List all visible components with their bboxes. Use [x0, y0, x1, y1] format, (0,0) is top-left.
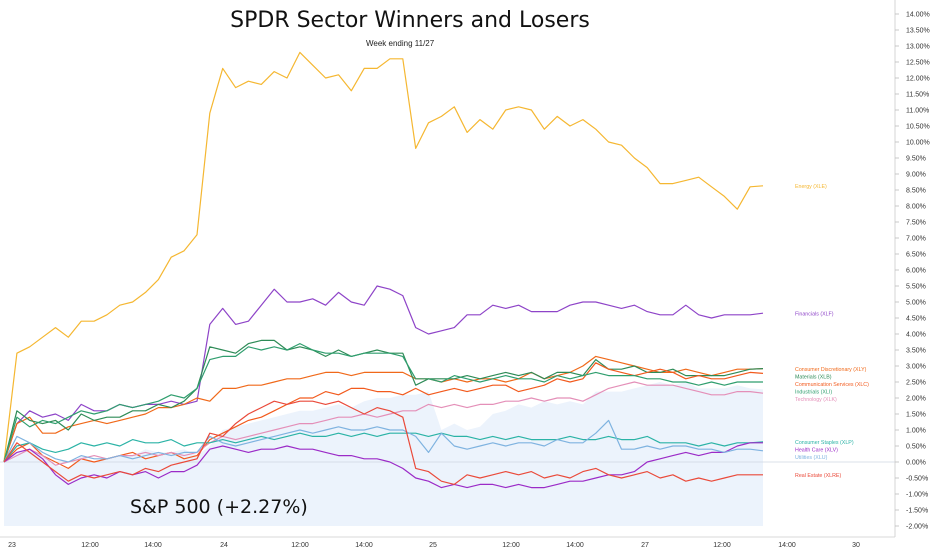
y-tick-label: 5.50%	[906, 284, 926, 291]
x-tick-label: 23	[8, 542, 16, 549]
y-tick-label: 7.50%	[906, 220, 926, 227]
y-tick-label: 8.50%	[906, 188, 926, 195]
y-tick-label: 7.00%	[906, 236, 926, 243]
y-tick-label: 1.00%	[906, 428, 926, 435]
x-tick-label: 12:00	[713, 542, 731, 549]
y-tick-label: 11.50%	[906, 92, 929, 99]
y-tick-label: 0.00%	[906, 460, 926, 467]
series-line-materials-xlb	[3, 339, 764, 463]
series-line-industrials-xli	[3, 343, 763, 463]
y-tick-label: 12.50%	[906, 60, 930, 67]
y-tick-label: 4.00%	[906, 332, 926, 339]
y-tick-label: 8.00%	[906, 204, 926, 211]
series-label: Utilities (XLU)	[795, 455, 828, 461]
y-tick-label: 4.50%	[906, 316, 926, 323]
y-tick-label: -1.50%	[906, 508, 928, 515]
y-tick-label: 9.50%	[906, 156, 926, 163]
y-tick-label: 3.50%	[906, 348, 926, 355]
x-tick-label: 12:00	[81, 542, 99, 549]
y-tick-label: 2.00%	[906, 396, 926, 403]
series-label: Consumer Staples (XLP)	[795, 440, 854, 446]
series-label: Materials (XLB)	[795, 374, 832, 380]
series-label: Financials (XLF)	[795, 312, 834, 318]
series-line-utilities-xlu	[3, 419, 764, 463]
series-label: Technology (XLK)	[795, 397, 837, 403]
series-line-technology-xlk	[3, 381, 764, 466]
x-tick-label: 27	[641, 542, 649, 549]
series-labels-group: Energy (XLE) Financials (XLF) Consumer Dis…	[795, 184, 869, 479]
series-line-energy-xle	[3, 51, 764, 463]
series-label: Real Estate (XLRE)	[795, 473, 841, 479]
y-tick-label: -0.50%	[906, 476, 928, 483]
y-tick-label: 2.50%	[906, 380, 926, 387]
series-line-consumer-staples-xlp	[3, 432, 764, 463]
x-tick-label: 14:00	[144, 542, 162, 549]
series-label: Communication Services (XLC)	[795, 382, 869, 388]
y-tick-label: 12.00%	[906, 76, 930, 83]
y-tick-label: 1.50%	[906, 412, 926, 419]
x-tick-label: 12:00	[502, 542, 520, 549]
y-tick-label: 13.50%	[906, 28, 930, 35]
series-label: Energy (XLE)	[795, 184, 827, 190]
y-tick-label: 6.00%	[906, 268, 926, 275]
benchmark-label: S&P 500 (+2.27%)	[130, 496, 308, 518]
x-tick-label: 25	[429, 542, 437, 549]
series-label: Health Care (XLV)	[795, 448, 838, 454]
chart-title: SPDR Sector Winners and Losers	[230, 8, 590, 33]
y-tick-label: 13.00%	[906, 44, 930, 51]
x-tick-label: 24	[220, 542, 228, 549]
y-tick-label: 10.50%	[906, 124, 930, 131]
y-tick-label: 10.00%	[906, 140, 930, 147]
benchmark-group	[4, 382, 763, 526]
y-tick-label: 5.00%	[906, 300, 926, 307]
y-tick-label: 0.50%	[906, 444, 926, 451]
y-tick-label: -1.00%	[906, 492, 928, 499]
x-tick-label: 12:00	[291, 542, 309, 549]
series-group	[3, 51, 764, 489]
y-tick-label: 11.00%	[906, 108, 929, 115]
series-line-communication-services-xlc	[3, 362, 764, 469]
series-line-real-estate-xlre	[3, 400, 763, 485]
y-tick-label: 9.00%	[906, 172, 926, 179]
x-tick-label: 14:00	[355, 542, 373, 549]
y-tick-label: 6.50%	[906, 252, 926, 259]
x-tick-label: 30	[852, 542, 860, 549]
series-label: Consumer Discretionary (XLY)	[795, 367, 867, 373]
y-tick-label: -2.00%	[906, 524, 928, 531]
y-tick-label: 3.00%	[906, 364, 926, 371]
series-label: Industrials (XLI)	[795, 389, 832, 395]
benchmark-area	[4, 382, 763, 526]
x-tick-label: 14:00	[778, 542, 796, 549]
x-tick-label: 14:00	[566, 542, 584, 549]
chart-subtitle: Week ending 11/27	[366, 39, 435, 48]
y-tick-label: 14.00%	[906, 12, 930, 19]
